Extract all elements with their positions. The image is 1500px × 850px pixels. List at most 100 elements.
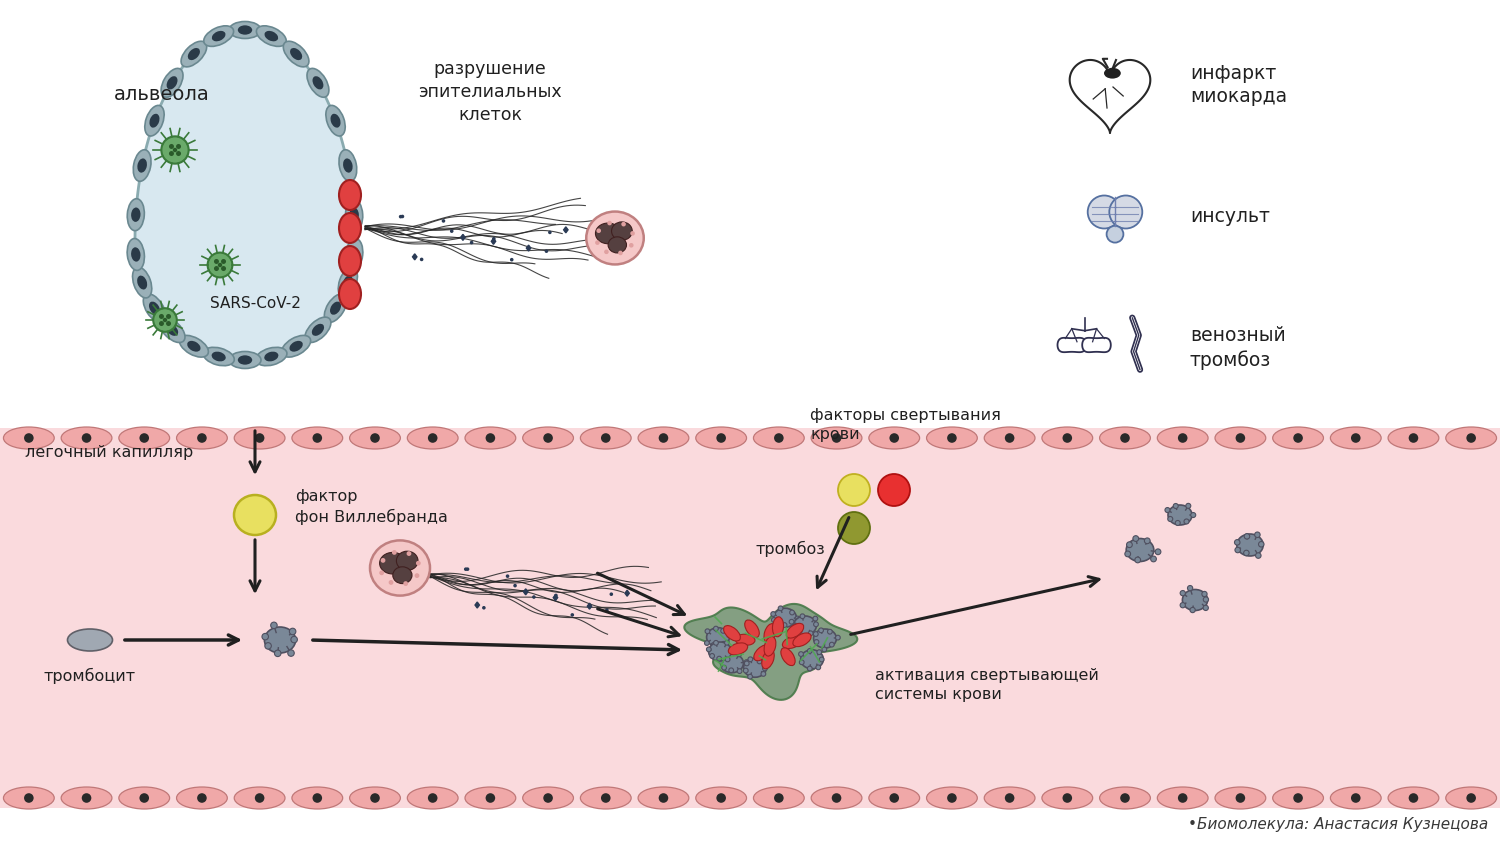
Text: активация свертывающей
системы крови: активация свертывающей системы крови xyxy=(874,668,1100,702)
Ellipse shape xyxy=(522,427,573,449)
Circle shape xyxy=(747,674,753,679)
Circle shape xyxy=(722,666,726,670)
Circle shape xyxy=(532,595,536,599)
Circle shape xyxy=(724,657,730,662)
Ellipse shape xyxy=(339,279,362,309)
Ellipse shape xyxy=(330,114,340,128)
Ellipse shape xyxy=(984,427,1035,449)
Circle shape xyxy=(604,250,609,254)
Circle shape xyxy=(807,666,812,671)
Circle shape xyxy=(1256,552,1262,558)
Circle shape xyxy=(714,640,718,645)
Circle shape xyxy=(710,654,714,658)
Circle shape xyxy=(830,643,834,647)
Text: тромбоз: тромбоз xyxy=(754,541,825,557)
Ellipse shape xyxy=(144,294,165,322)
Ellipse shape xyxy=(234,787,285,809)
Circle shape xyxy=(628,243,633,247)
Circle shape xyxy=(1244,550,1250,556)
Ellipse shape xyxy=(211,31,225,42)
Ellipse shape xyxy=(706,627,729,647)
Ellipse shape xyxy=(839,474,870,506)
Circle shape xyxy=(1244,534,1250,539)
Polygon shape xyxy=(413,254,417,260)
Polygon shape xyxy=(588,604,591,609)
Circle shape xyxy=(1120,434,1130,443)
Circle shape xyxy=(414,573,420,578)
Ellipse shape xyxy=(839,512,870,544)
Circle shape xyxy=(596,241,600,245)
Ellipse shape xyxy=(696,427,747,449)
Ellipse shape xyxy=(638,427,688,449)
Ellipse shape xyxy=(130,247,141,262)
Circle shape xyxy=(164,318,166,322)
Polygon shape xyxy=(526,245,531,251)
Circle shape xyxy=(705,641,710,645)
Circle shape xyxy=(220,259,226,264)
Circle shape xyxy=(732,648,736,653)
Circle shape xyxy=(760,672,766,677)
Circle shape xyxy=(744,661,748,666)
Ellipse shape xyxy=(878,474,910,506)
Ellipse shape xyxy=(264,627,296,653)
Circle shape xyxy=(392,550,396,555)
Circle shape xyxy=(1234,540,1240,545)
Ellipse shape xyxy=(794,633,812,647)
Text: фактор
фон Виллебранда: фактор фон Виллебранда xyxy=(296,490,448,524)
Ellipse shape xyxy=(764,637,776,656)
Polygon shape xyxy=(524,589,528,595)
Circle shape xyxy=(714,626,718,631)
Circle shape xyxy=(1234,547,1240,552)
Ellipse shape xyxy=(339,267,357,297)
Circle shape xyxy=(618,251,622,255)
Circle shape xyxy=(427,793,438,802)
Circle shape xyxy=(1178,434,1188,443)
Circle shape xyxy=(748,657,753,661)
Circle shape xyxy=(388,580,393,585)
Circle shape xyxy=(486,434,495,443)
Circle shape xyxy=(220,266,226,271)
Ellipse shape xyxy=(128,239,144,270)
Ellipse shape xyxy=(350,787,400,809)
Ellipse shape xyxy=(696,787,747,809)
Ellipse shape xyxy=(1215,787,1266,809)
Ellipse shape xyxy=(1042,427,1092,449)
Ellipse shape xyxy=(1272,787,1323,809)
Circle shape xyxy=(140,793,148,802)
Ellipse shape xyxy=(1446,427,1497,449)
Circle shape xyxy=(730,634,735,638)
Ellipse shape xyxy=(166,76,177,89)
Polygon shape xyxy=(1058,337,1086,352)
Circle shape xyxy=(288,649,294,656)
Ellipse shape xyxy=(580,787,632,809)
Ellipse shape xyxy=(868,427,919,449)
Text: венозный
тромбоз: венозный тромбоз xyxy=(1190,326,1286,370)
Ellipse shape xyxy=(166,324,178,336)
Circle shape xyxy=(789,610,795,615)
Ellipse shape xyxy=(292,787,342,809)
Circle shape xyxy=(1236,434,1245,443)
Ellipse shape xyxy=(204,26,234,47)
Ellipse shape xyxy=(753,427,804,449)
Polygon shape xyxy=(460,235,465,241)
Circle shape xyxy=(482,606,486,609)
Ellipse shape xyxy=(148,302,160,314)
Ellipse shape xyxy=(230,352,261,369)
Ellipse shape xyxy=(927,787,978,809)
Circle shape xyxy=(170,151,174,156)
Circle shape xyxy=(705,629,710,633)
Circle shape xyxy=(291,637,297,643)
Ellipse shape xyxy=(150,114,159,128)
Circle shape xyxy=(176,151,181,156)
Circle shape xyxy=(274,650,280,656)
Ellipse shape xyxy=(350,427,400,449)
Ellipse shape xyxy=(720,654,744,672)
Ellipse shape xyxy=(762,649,774,669)
Circle shape xyxy=(370,434,380,443)
Ellipse shape xyxy=(312,324,324,336)
Ellipse shape xyxy=(330,302,340,314)
Circle shape xyxy=(172,148,177,152)
Circle shape xyxy=(1174,520,1180,525)
Circle shape xyxy=(946,434,957,443)
Ellipse shape xyxy=(62,427,112,449)
